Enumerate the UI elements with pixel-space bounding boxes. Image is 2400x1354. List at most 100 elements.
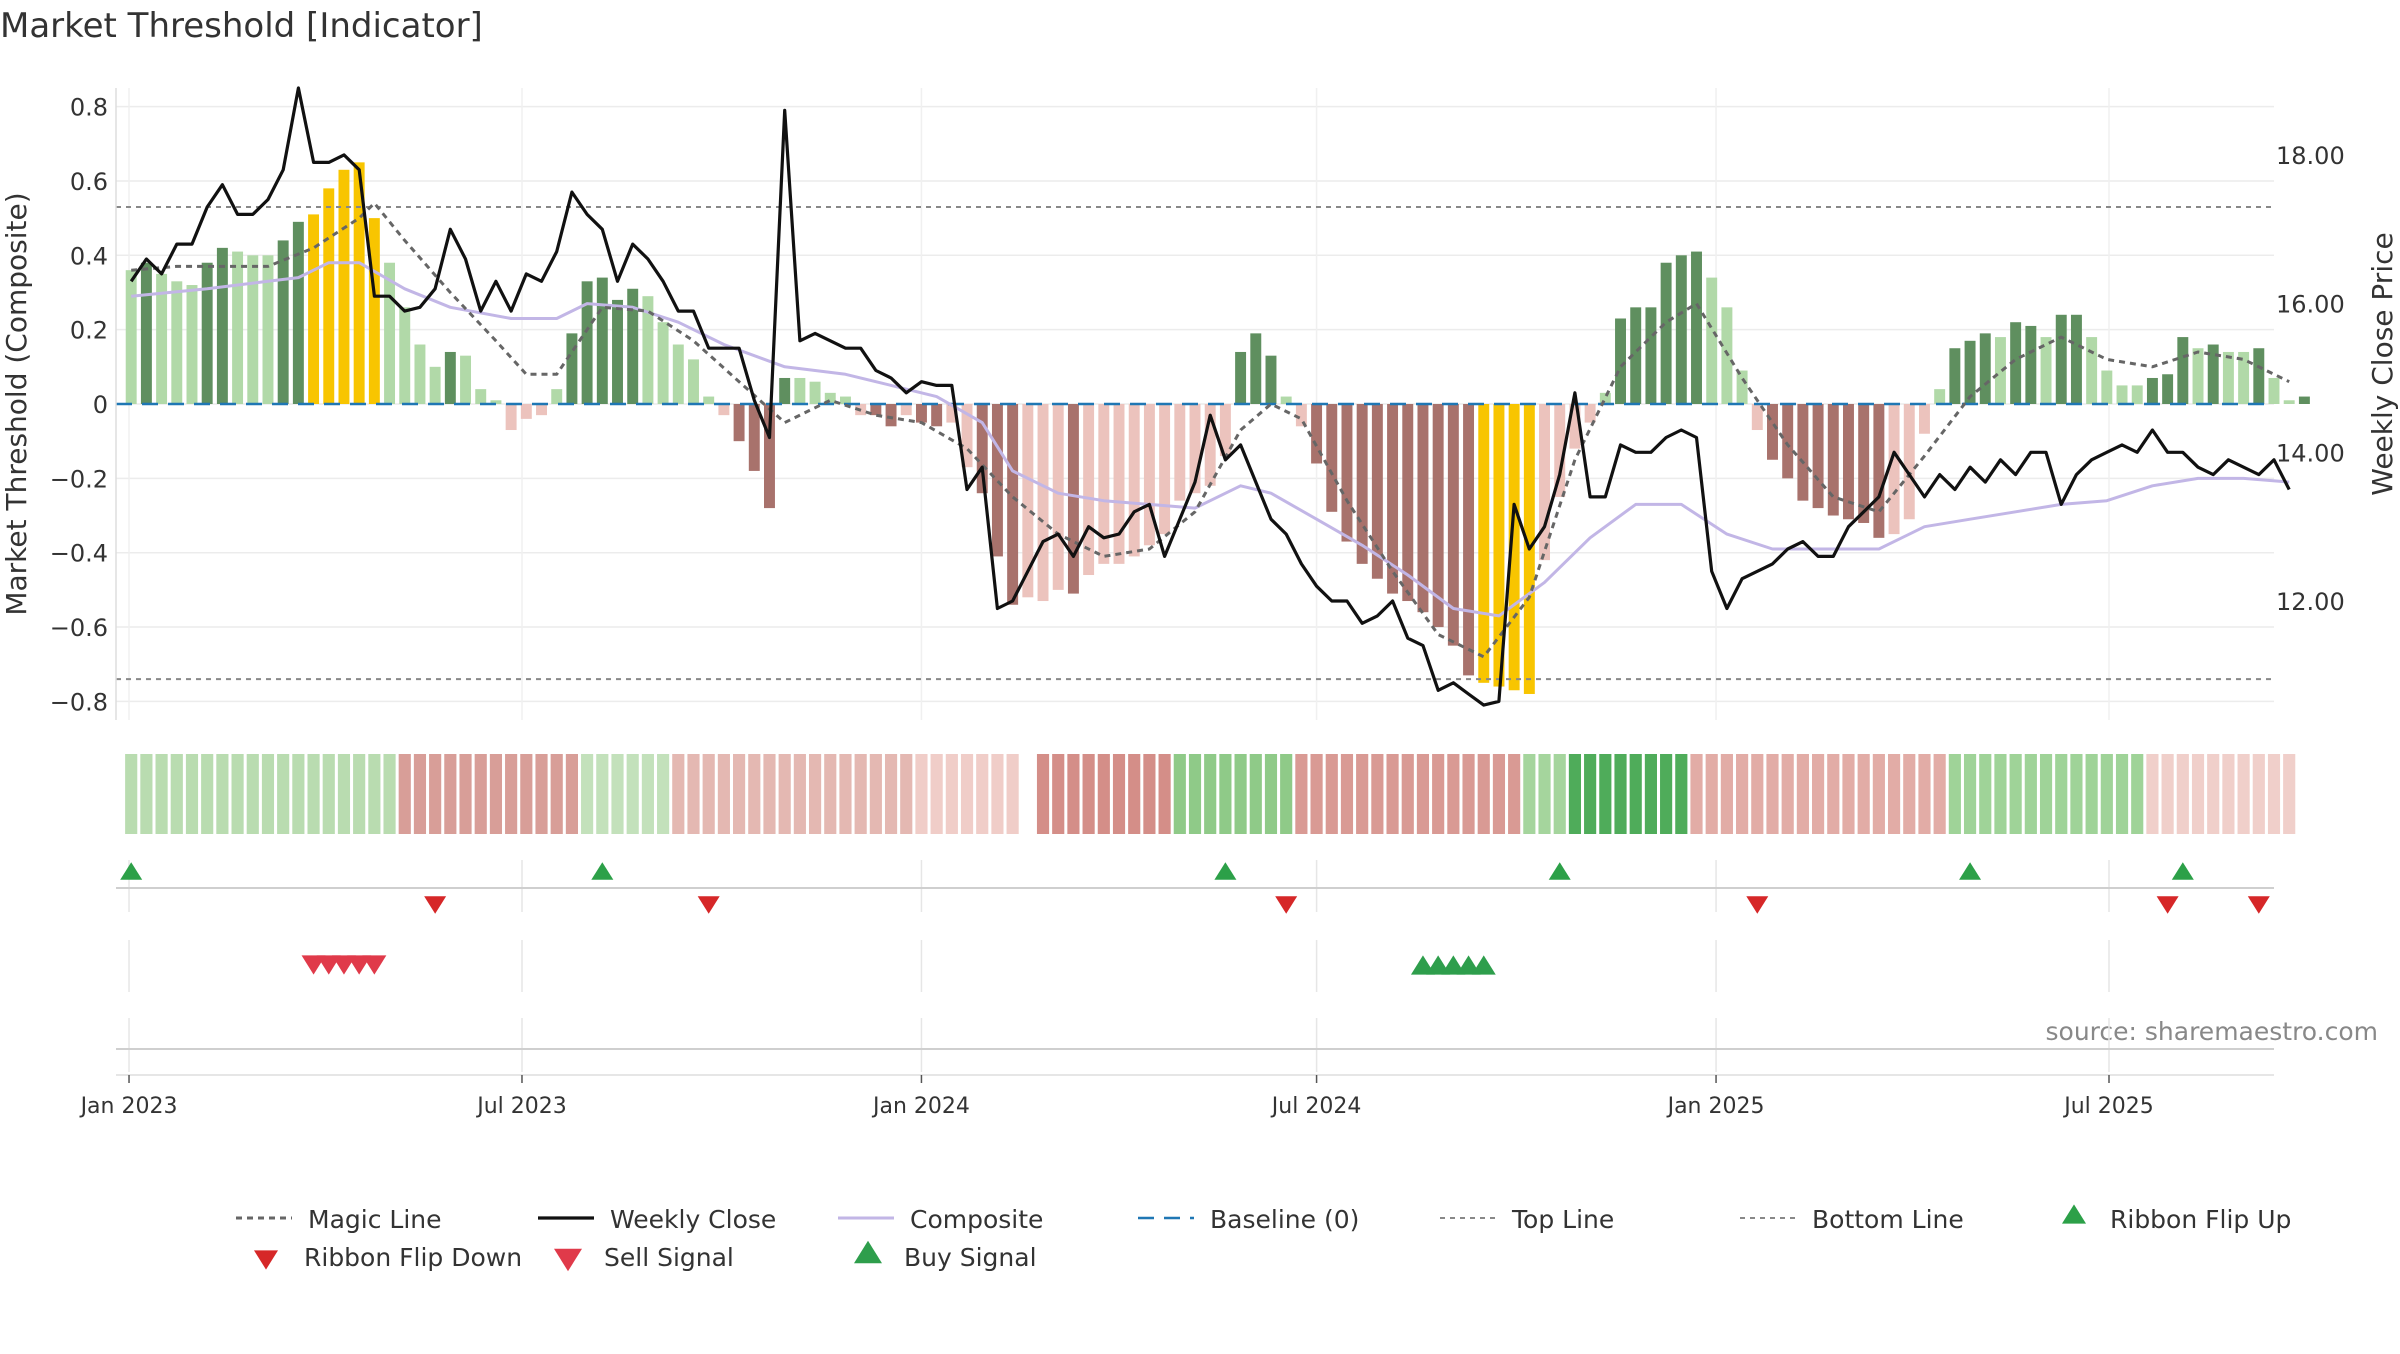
ribbon-cell <box>1887 754 1901 834</box>
composite-bar <box>171 281 183 404</box>
ribbon-cell <box>1812 754 1825 834</box>
composite-bar <box>399 307 411 404</box>
ribbon-cell <box>1219 754 1232 834</box>
composite-bar <box>201 262 213 404</box>
ribbon-flip-up-marker <box>1548 862 1571 880</box>
composite-bar <box>1311 404 1323 464</box>
legend-item-baseline: Baseline (0) <box>1138 1205 1359 1234</box>
ribbon-cell <box>307 754 320 834</box>
ribbon-cell <box>353 754 366 834</box>
ribbon-cell <box>1979 754 1992 834</box>
ribbon-flip-down-marker <box>1746 896 1769 914</box>
ribbon-cell <box>277 754 290 834</box>
composite-bar <box>1174 404 1186 501</box>
ribbon-cell <box>793 754 806 834</box>
ribbon-cell <box>1325 754 1338 834</box>
composite-bar <box>870 404 882 416</box>
composite-bar <box>2086 337 2098 404</box>
ribbon-cell <box>1538 754 1551 834</box>
composite-bar <box>323 188 335 404</box>
ribbon-cell <box>2283 754 2296 834</box>
ribbon-cell <box>854 754 867 834</box>
ribbon-cell <box>915 754 928 834</box>
legend-label: Top Line <box>1511 1205 1614 1234</box>
ribbon-flip-down-marker <box>697 896 720 914</box>
composite-bar <box>125 270 137 404</box>
legend-item-flipdown: Ribbon Flip Down <box>254 1243 522 1272</box>
bars-layer <box>125 162 2310 694</box>
buy-signal-marker <box>1441 955 1466 975</box>
legend-label: Ribbon Flip Up <box>2110 1205 2291 1234</box>
composite-bar <box>2298 396 2310 404</box>
legend-swatch <box>854 1240 882 1264</box>
ribbon-cell <box>945 754 958 834</box>
composite-bar <box>1235 351 1247 404</box>
composite-bar <box>1341 404 1353 542</box>
ribbon-cell <box>185 754 199 834</box>
y-tick-label: −0.2 <box>50 465 108 493</box>
chart-title: Market Threshold [Indicator] <box>0 6 483 46</box>
ribbon-cell <box>322 754 335 834</box>
ribbon-cell <box>1386 754 1399 834</box>
ribbon-cell <box>900 754 913 834</box>
composite-bar <box>1265 355 1277 404</box>
composite-bar <box>1751 404 1763 431</box>
ribbon-cell <box>474 754 487 834</box>
ribbon-cell <box>2252 754 2265 834</box>
ribbon-cell <box>1295 754 1308 834</box>
composite-bar <box>1934 389 1946 404</box>
ribbon-cell <box>261 754 275 834</box>
composite-bar <box>2131 385 2143 404</box>
ribbon-cell <box>991 754 1004 834</box>
ribbon-cell <box>596 754 609 834</box>
ribbon-cell <box>611 754 624 834</box>
legend-label: Bottom Line <box>1812 1205 1964 1234</box>
composite-bar <box>1402 404 1414 602</box>
composite-bar <box>1691 251 1702 404</box>
x-tick-label: Jan 2024 <box>871 1094 970 1119</box>
buy-signal-marker <box>1456 955 1481 975</box>
composite-bar <box>1052 404 1064 590</box>
ribbon-cell <box>2146 754 2159 834</box>
ribbon-cell <box>1614 754 1627 834</box>
ribbon-cell <box>1356 754 1369 834</box>
ribbon-cell <box>489 754 503 834</box>
composite-bar <box>1387 404 1399 594</box>
ribbon-cell <box>246 754 259 834</box>
ribbon-cell <box>398 754 411 834</box>
composite-bar <box>1539 404 1551 561</box>
ribbon-cell <box>748 754 761 834</box>
composite-bar <box>2253 348 2265 404</box>
ribbon-cell <box>1447 754 1460 834</box>
composite-bar <box>1949 348 1961 404</box>
composite-bar <box>2177 337 2189 404</box>
composite-bar <box>414 344 426 404</box>
composite-bar <box>1219 404 1231 457</box>
composite-bar <box>2283 400 2295 404</box>
ribbon-cell <box>337 754 351 834</box>
composite-bar <box>1432 404 1444 628</box>
composite-bar <box>1022 404 1034 598</box>
ribbon-cell <box>1903 754 1916 834</box>
ribbon-cell <box>1963 754 1977 834</box>
y-tick-label: 0.4 <box>70 242 108 270</box>
ribbon-cell <box>459 754 472 834</box>
composite-bar <box>672 344 684 404</box>
ribbon-cell <box>2161 754 2174 834</box>
legend-item-close: Weekly Close <box>538 1205 776 1234</box>
ribbon-cell <box>717 754 730 834</box>
composite-bar <box>839 396 851 404</box>
ribbon-cell <box>1553 754 1566 834</box>
ribbon-cell <box>1477 754 1490 834</box>
ribbon-cell <box>824 754 837 834</box>
composite-bar <box>1371 404 1383 579</box>
composite-bar <box>505 404 517 431</box>
ribbon-cell <box>1188 754 1202 834</box>
composite-bar <box>642 296 654 404</box>
ribbon-cell <box>1842 754 1855 834</box>
composite-bar <box>1903 404 1915 520</box>
signals-layer <box>120 862 2270 975</box>
x-tick-label: Jul 2024 <box>1270 1094 1362 1119</box>
composite-bar <box>1645 307 1657 404</box>
